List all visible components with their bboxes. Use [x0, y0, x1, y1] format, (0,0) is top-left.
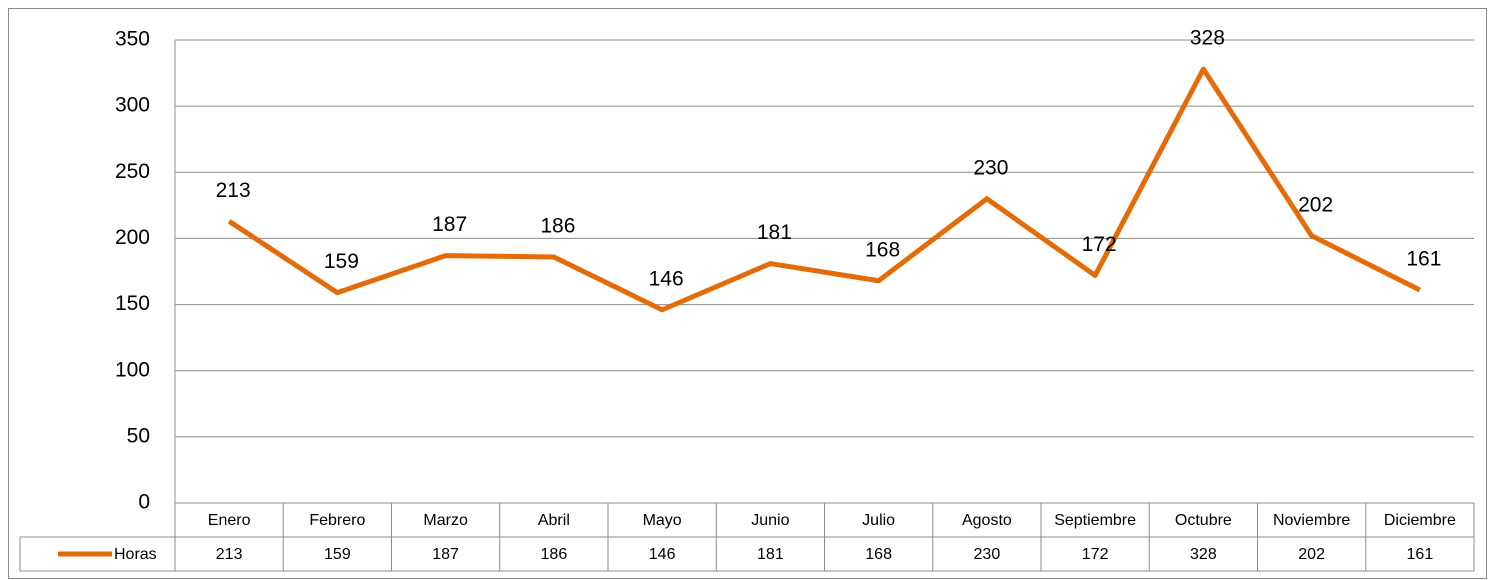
table-value: 181 — [757, 546, 784, 563]
data-label: 328 — [1190, 27, 1225, 50]
data-label: 230 — [973, 156, 1008, 179]
table-value: 230 — [974, 546, 1001, 563]
chart-border — [8, 8, 1487, 579]
data-label: 168 — [865, 238, 900, 261]
x-tick-label: Mayo — [643, 512, 682, 529]
table-value: 186 — [541, 546, 568, 563]
x-tick-label: Abril — [538, 512, 570, 529]
table-value: 328 — [1190, 546, 1217, 563]
data-label: 159 — [324, 250, 359, 273]
y-tick-label: 350 — [115, 28, 150, 51]
table-value: 168 — [865, 546, 892, 563]
x-tick-label: Noviembre — [1273, 512, 1350, 529]
line-series — [227, 66, 1421, 313]
legend-label: Horas — [114, 546, 157, 563]
x-tick-label: Septiembre — [1054, 512, 1136, 529]
x-tick-label: Enero — [208, 512, 251, 529]
x-tick-label: Junio — [751, 512, 789, 529]
y-tick-label: 0 — [138, 491, 150, 514]
data-label: 186 — [540, 214, 575, 237]
y-tick-label: 150 — [115, 292, 150, 315]
table-value: 213 — [216, 546, 243, 563]
table-value: 172 — [1082, 546, 1109, 563]
y-tick-label: 50 — [127, 424, 150, 447]
table-value: 146 — [649, 546, 676, 563]
data-label: 172 — [1082, 233, 1117, 256]
data-label: 161 — [1406, 248, 1441, 271]
x-tick-label: Marzo — [423, 512, 468, 529]
table-value: 187 — [432, 546, 459, 563]
y-tick-label: 200 — [115, 226, 150, 249]
y-tick-label: 100 — [115, 358, 150, 381]
data-label: 187 — [432, 213, 467, 236]
x-tick-label: Agosto — [962, 512, 1012, 529]
data-label: 181 — [757, 221, 792, 244]
table-value: 161 — [1407, 546, 1434, 563]
y-tick-label: 300 — [115, 94, 150, 117]
table-value: 202 — [1298, 546, 1325, 563]
data-label: 202 — [1298, 193, 1333, 216]
x-tick-label: Febrero — [309, 512, 365, 529]
table-value: 159 — [324, 546, 351, 563]
data-label: 213 — [216, 179, 251, 202]
data-label: 146 — [649, 267, 684, 290]
x-tick-label: Diciembre — [1384, 512, 1456, 529]
x-tick-label: Julio — [862, 512, 895, 529]
x-tick-label: Octubre — [1175, 512, 1232, 529]
y-tick-label: 250 — [115, 160, 150, 183]
